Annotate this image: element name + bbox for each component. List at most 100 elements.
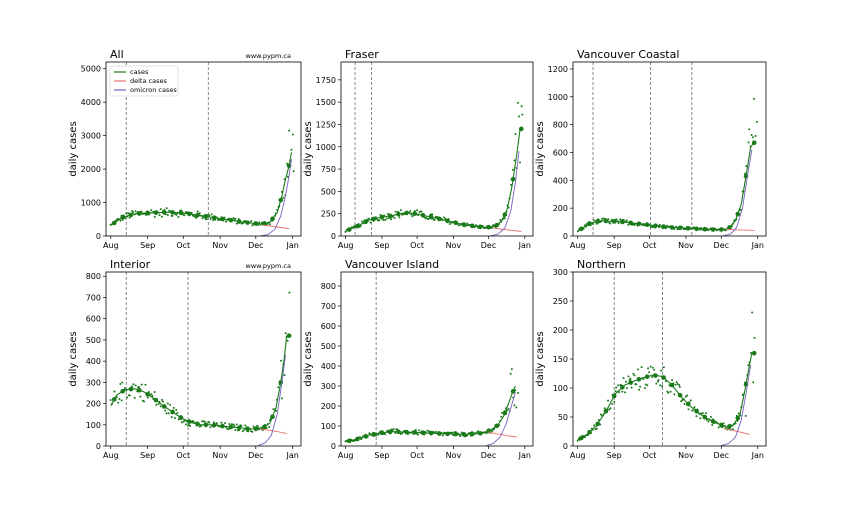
case-point <box>167 412 170 415</box>
case-point <box>126 396 129 399</box>
case-point <box>233 425 236 428</box>
case-point <box>234 217 237 220</box>
case-point <box>448 223 451 226</box>
case-point <box>160 215 163 218</box>
case-point <box>516 101 519 104</box>
case-point <box>223 216 226 219</box>
case-point <box>385 217 388 220</box>
case-point <box>153 215 156 218</box>
case-point <box>472 223 475 226</box>
case-point <box>410 213 413 216</box>
legend-label: cases <box>130 68 149 76</box>
case-point <box>150 393 153 396</box>
case-point <box>175 408 178 411</box>
y-tick-label: 0 <box>96 442 101 451</box>
case-point <box>359 224 362 227</box>
case-point <box>166 402 169 405</box>
chart-panel-5: 0 50 100 150 200 250 300 Aug Sep Oct Nov Dec Jan dail… <box>535 258 767 460</box>
case-point <box>401 213 404 216</box>
plot-area <box>109 62 295 236</box>
case-point <box>398 216 401 219</box>
case-point <box>132 383 135 386</box>
case-point <box>264 221 267 224</box>
case-point <box>750 133 753 136</box>
case-point <box>147 390 150 393</box>
case-point <box>509 372 512 375</box>
x-tick-label: Aug <box>103 241 119 250</box>
case-point <box>426 429 429 432</box>
case-point <box>511 168 514 171</box>
case-point <box>661 385 664 388</box>
y-tick-label: 250 <box>321 210 336 219</box>
case-point <box>195 216 198 219</box>
case-point <box>597 218 600 221</box>
case-point <box>507 407 510 410</box>
plot-area <box>109 272 292 446</box>
case-point <box>284 332 287 335</box>
x-tick-label: Aug <box>570 451 586 460</box>
case-point <box>214 218 217 221</box>
case-point <box>451 431 454 434</box>
x-tick-label: Nov <box>212 241 228 250</box>
plot-area <box>344 272 520 446</box>
case-point <box>673 393 676 396</box>
case-point <box>133 396 136 399</box>
case-point <box>519 161 522 164</box>
case-point <box>288 129 291 132</box>
case-point <box>117 401 120 404</box>
case-point <box>671 379 674 382</box>
x-tick-label: Aug <box>570 241 586 250</box>
case-point <box>503 217 506 220</box>
x-tick-label: Nov <box>446 451 462 460</box>
case-point <box>131 385 134 388</box>
case-point <box>633 374 636 377</box>
case-point <box>208 421 211 424</box>
case-point <box>753 336 756 339</box>
case-point <box>282 196 285 199</box>
case-point <box>241 430 244 433</box>
case-point <box>448 431 451 434</box>
case-point <box>224 422 227 425</box>
case-point <box>244 424 247 427</box>
x-tick-label: Dec <box>481 241 496 250</box>
case-point <box>737 412 740 415</box>
x-tick-label: Dec <box>481 451 496 460</box>
case-point <box>624 380 627 383</box>
case-point <box>189 424 192 427</box>
case-point <box>258 221 261 224</box>
case-point <box>280 359 283 362</box>
case-point <box>400 432 403 435</box>
case-point <box>391 429 394 432</box>
case-point <box>173 417 176 420</box>
case-point <box>625 219 628 222</box>
case-point <box>215 422 218 425</box>
case-point <box>659 384 662 387</box>
case-point <box>357 223 360 226</box>
case-point <box>672 227 675 230</box>
case-point <box>292 170 295 173</box>
case-point <box>444 217 447 220</box>
y-tick-label: 3000 <box>81 132 101 141</box>
case-point <box>521 113 524 116</box>
panel-title: Fraser <box>345 48 379 61</box>
x-tick-label: Oct <box>410 451 424 460</box>
axes-frame <box>105 61 302 237</box>
case-point <box>431 213 434 216</box>
x-tick-label: Oct <box>176 451 190 460</box>
case-point <box>409 210 412 213</box>
case-point <box>183 214 186 217</box>
case-point <box>609 222 612 225</box>
case-point <box>513 404 516 407</box>
case-point <box>143 400 146 403</box>
panel-title: Vancouver Coastal <box>577 48 679 61</box>
case-point <box>155 403 158 406</box>
case-point <box>752 97 755 100</box>
chart-panel-4: 0 100 200 300 400 500 600 700 800 Aug Sep Oct Nov Dec… <box>303 258 534 460</box>
case-point <box>473 226 476 229</box>
case-point <box>617 384 620 387</box>
case-point <box>664 227 667 230</box>
y-tick-label: 300 <box>321 382 336 391</box>
y-axis-label: daily cases <box>535 121 546 176</box>
weekly-point <box>286 333 292 338</box>
